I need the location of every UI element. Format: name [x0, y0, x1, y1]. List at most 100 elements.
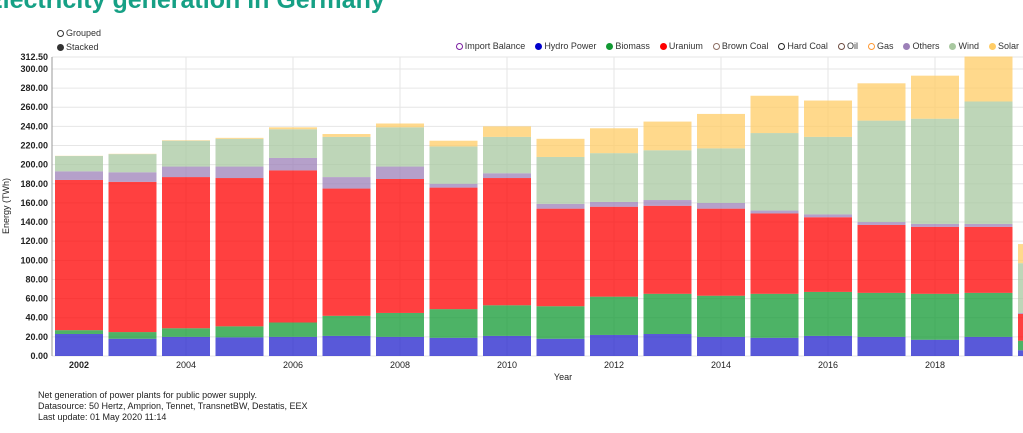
bar-biomass-2015[interactable] [750, 293, 799, 338]
bar-hydro-power-2017[interactable] [857, 336, 906, 356]
bar-others-2014[interactable] [697, 202, 745, 209]
bar-solar-2013[interactable] [643, 121, 692, 151]
bar-solar-2007[interactable] [322, 134, 371, 137]
bar-solar-2010[interactable] [483, 126, 531, 137]
bar-wind-2014[interactable] [697, 148, 745, 203]
bar-hydro-power-2020[interactable] [1018, 350, 1023, 356]
bar-hydro-power-2004[interactable] [162, 336, 210, 356]
bar-wind-2019[interactable] [964, 101, 1013, 224]
bar-biomass-2007[interactable] [322, 315, 371, 336]
bar-solar-2014[interactable] [697, 113, 745, 149]
bar-biomass-2020[interactable] [1018, 340, 1023, 351]
legend-item-solar[interactable]: Solar [988, 41, 1019, 51]
bar-uranium-2015[interactable] [750, 213, 799, 294]
bar-others-2006[interactable] [269, 157, 317, 171]
legend-item-import-balance[interactable]: Import Balance [455, 41, 525, 51]
bar-hydro-power-2009[interactable] [429, 337, 478, 356]
bar-others-2020[interactable] [1018, 312, 1023, 314]
bar-others-2007[interactable] [322, 177, 371, 189]
bar-hydro-power-2013[interactable] [643, 333, 692, 356]
bar-hydro-power-2003[interactable] [108, 338, 157, 356]
bar-wind-2012[interactable] [590, 153, 638, 202]
bar-uranium-2009[interactable] [429, 187, 478, 310]
bar-biomass-2008[interactable] [376, 312, 424, 337]
bar-biomass-2003[interactable] [108, 332, 157, 339]
bar-solar-2015[interactable] [750, 95, 799, 134]
bar-hydro-power-2016[interactable] [804, 335, 852, 356]
bar-others-2017[interactable] [857, 222, 906, 225]
bar-others-2010[interactable] [483, 173, 531, 179]
bar-biomass-2005[interactable] [215, 326, 264, 338]
bar-hydro-power-2002[interactable] [55, 333, 103, 356]
bar-biomass-2012[interactable] [590, 296, 638, 335]
bar-hydro-power-2011[interactable] [536, 338, 585, 356]
bar-hydro-power-2019[interactable] [964, 336, 1013, 356]
bar-uranium-2014[interactable] [697, 208, 745, 296]
legend-item-biomass[interactable]: Biomass [606, 41, 650, 51]
bar-others-2005[interactable] [215, 166, 264, 179]
bar-biomass-2016[interactable] [804, 291, 852, 336]
bar-biomass-2010[interactable] [483, 305, 531, 336]
legend-item-others[interactable]: Others [903, 41, 939, 51]
bar-wind-2003[interactable] [108, 154, 157, 173]
bar-uranium-2003[interactable] [108, 181, 157, 333]
bar-others-2003[interactable] [108, 172, 157, 182]
legend-item-gas[interactable]: Gas [867, 41, 893, 51]
bar-others-2008[interactable] [376, 166, 424, 179]
bar-hydro-power-2006[interactable] [269, 336, 317, 356]
bar-hydro-power-2015[interactable] [750, 337, 799, 356]
bar-wind-2007[interactable] [322, 136, 371, 178]
bar-others-2013[interactable] [643, 200, 692, 206]
bar-solar-2005[interactable] [215, 137, 264, 139]
bar-solar-2020[interactable] [1018, 244, 1023, 264]
bar-uranium-2006[interactable] [269, 170, 317, 323]
bar-hydro-power-2005[interactable] [215, 337, 264, 356]
bar-biomass-2017[interactable] [857, 292, 906, 337]
bar-uranium-2013[interactable] [643, 205, 692, 294]
bar-uranium-2016[interactable] [804, 217, 852, 292]
bar-wind-2017[interactable] [857, 120, 906, 223]
stacked-radio[interactable]: Stacked [57, 42, 99, 52]
bar-wind-2013[interactable] [643, 150, 692, 201]
bar-wind-2020[interactable] [1018, 263, 1023, 313]
bar-solar-2006[interactable] [269, 127, 317, 130]
bar-uranium-2012[interactable] [590, 206, 638, 297]
bar-hydro-power-2014[interactable] [697, 336, 745, 356]
bar-hydro-power-2007[interactable] [322, 335, 371, 356]
bar-biomass-2014[interactable] [697, 295, 745, 337]
bar-uranium-2011[interactable] [536, 208, 585, 307]
legend-item-wind[interactable]: Wind [949, 41, 979, 51]
bar-hydro-power-2012[interactable] [590, 334, 638, 356]
bar-wind-2008[interactable] [376, 127, 424, 167]
bar-biomass-2019[interactable] [964, 292, 1013, 337]
bar-others-2018[interactable] [911, 223, 959, 227]
bar-biomass-2009[interactable] [429, 309, 478, 338]
bar-solar-2019[interactable] [964, 56, 1013, 102]
bar-wind-2006[interactable] [269, 129, 317, 158]
bar-uranium-2008[interactable] [376, 178, 424, 313]
bar-solar-2009[interactable] [429, 140, 478, 147]
bar-biomass-2002[interactable] [55, 330, 103, 334]
bar-wind-2010[interactable] [483, 136, 531, 174]
bar-solar-2016[interactable] [804, 100, 852, 137]
bar-wind-2015[interactable] [750, 133, 799, 211]
bar-uranium-2002[interactable] [55, 179, 103, 331]
bar-uranium-2004[interactable] [162, 177, 210, 329]
bar-wind-2016[interactable] [804, 136, 852, 215]
bar-uranium-2010[interactable] [483, 178, 531, 306]
bar-uranium-2005[interactable] [215, 178, 264, 327]
bar-biomass-2004[interactable] [162, 328, 210, 337]
bar-others-2015[interactable] [750, 210, 799, 214]
grouped-radio[interactable]: Grouped [57, 28, 101, 38]
bar-others-2016[interactable] [804, 214, 852, 218]
bar-others-2019[interactable] [964, 223, 1013, 227]
bar-uranium-2019[interactable] [964, 226, 1013, 293]
bar-hydro-power-2018[interactable] [911, 339, 959, 356]
bar-biomass-2018[interactable] [911, 293, 959, 340]
bar-others-2004[interactable] [162, 166, 210, 178]
bar-wind-2011[interactable] [536, 156, 585, 204]
legend-item-brown-coal[interactable]: Brown Coal [712, 41, 768, 51]
bar-uranium-2018[interactable] [911, 226, 959, 294]
bar-others-2002[interactable] [55, 171, 103, 180]
bar-wind-2018[interactable] [911, 118, 959, 224]
